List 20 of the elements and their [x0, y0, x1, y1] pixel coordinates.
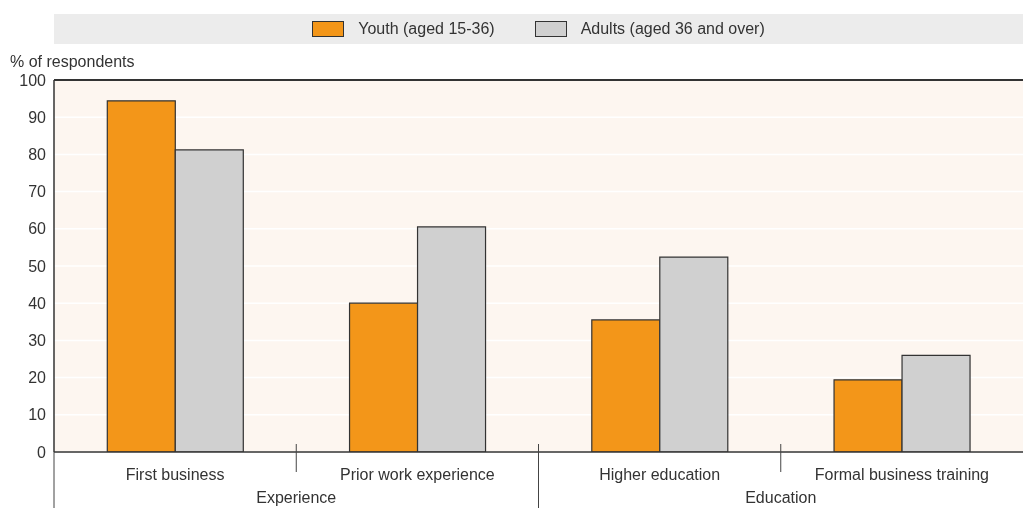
y-tick-label: 80	[28, 146, 47, 164]
y-tick-label: 70	[28, 183, 47, 201]
y-tick-label: 10	[28, 406, 47, 424]
x-tick-label: Higher education	[599, 466, 721, 483]
y-tick-label: 100	[19, 71, 47, 89]
y-tick-label: 40	[28, 294, 47, 312]
y-tick-label: 50	[28, 257, 47, 275]
y-tick-label: 30	[28, 332, 47, 350]
y-tick-label: 0	[37, 443, 47, 461]
y-tick-label: 60	[28, 220, 47, 238]
y-tick-label: 20	[28, 369, 47, 387]
text: Experience	[255, 489, 338, 507]
x-tick-label: First business	[125, 466, 225, 483]
legend-label: Adults (aged 36 and over)	[580, 20, 765, 38]
text: Education	[744, 489, 818, 507]
y-axis-title: % of respondents	[10, 53, 135, 71]
y-tick-label: 90	[28, 108, 47, 126]
x-tick-label: Formal business training	[814, 466, 990, 483]
legend-label: Youth (aged 15-36)	[358, 20, 495, 38]
x-tick-label: Prior work experience	[340, 466, 495, 483]
